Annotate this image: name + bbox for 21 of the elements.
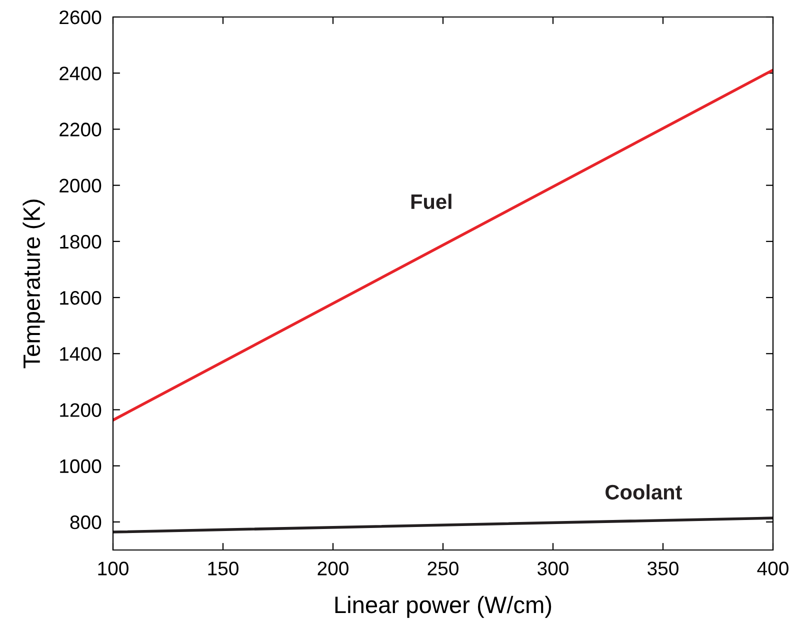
x-tick-label: 400 — [757, 562, 788, 576]
y-tick-label: 800 — [70, 515, 102, 530]
x-tick-label: 200 — [318, 562, 348, 576]
y-tick-label: 1000 — [60, 459, 102, 474]
x-tick-label: 350 — [648, 562, 678, 576]
y-tick-label: 1400 — [60, 347, 102, 361]
x-tick-label: 300 — [538, 562, 568, 576]
y-tick-label: 1600 — [60, 290, 102, 305]
x-axis-title: Linear power (W/cm) — [335, 596, 552, 618]
y-tick-label: 2400 — [60, 66, 102, 80]
y-tick-label: 1200 — [60, 403, 102, 417]
y-tick-label: 2200 — [60, 122, 102, 136]
series-label: Coolant — [606, 484, 682, 500]
y-tick-label: 2000 — [60, 178, 102, 193]
x-tick-label: 150 — [208, 562, 238, 576]
x-tick-label: 100 — [98, 562, 128, 576]
y-tick-label: 1800 — [60, 234, 102, 249]
x-tick-label: 250 — [428, 562, 458, 576]
y-axis-title: Temperature (K) — [22, 200, 45, 368]
y-tick-label: 2600 — [60, 10, 102, 24]
series-label: Fuel — [411, 194, 452, 210]
